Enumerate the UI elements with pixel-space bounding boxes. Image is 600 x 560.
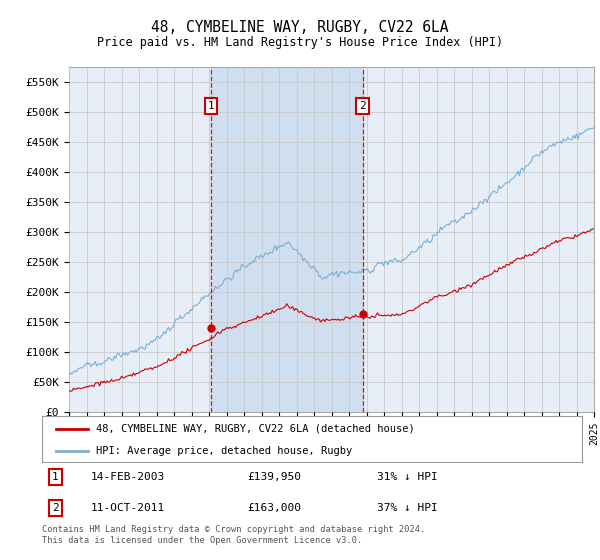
Text: 2: 2 (52, 503, 59, 513)
Text: £163,000: £163,000 (247, 503, 301, 513)
Text: £139,950: £139,950 (247, 472, 301, 482)
Text: 1: 1 (52, 472, 59, 482)
Text: HPI: Average price, detached house, Rugby: HPI: Average price, detached house, Rugb… (96, 446, 352, 455)
Text: 14-FEB-2003: 14-FEB-2003 (91, 472, 165, 482)
Text: 11-OCT-2011: 11-OCT-2011 (91, 503, 165, 513)
Text: Price paid vs. HM Land Registry's House Price Index (HPI): Price paid vs. HM Land Registry's House … (97, 36, 503, 49)
Text: Contains HM Land Registry data © Crown copyright and database right 2024.
This d: Contains HM Land Registry data © Crown c… (42, 525, 425, 545)
Text: 48, CYMBELINE WAY, RUGBY, CV22 6LA: 48, CYMBELINE WAY, RUGBY, CV22 6LA (151, 20, 449, 35)
Bar (211, 67, 362, 412)
Text: 31% ↓ HPI: 31% ↓ HPI (377, 472, 437, 482)
Text: 48, CYMBELINE WAY, RUGBY, CV22 6LA (detached house): 48, CYMBELINE WAY, RUGBY, CV22 6LA (deta… (96, 424, 415, 434)
Text: 2: 2 (359, 101, 366, 111)
Text: 37% ↓ HPI: 37% ↓ HPI (377, 503, 437, 513)
Text: 1: 1 (208, 101, 214, 111)
